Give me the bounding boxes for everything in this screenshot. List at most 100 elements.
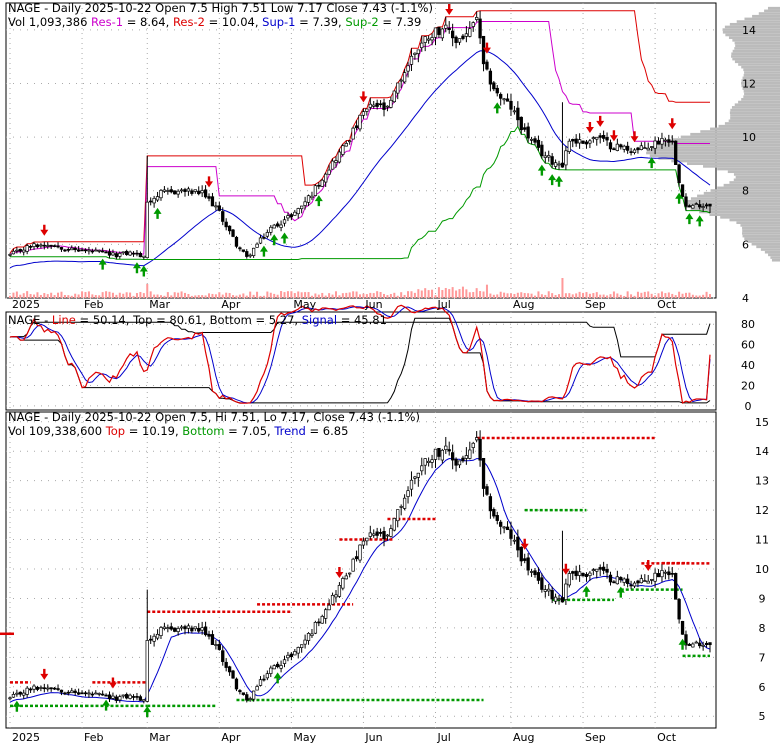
trend-candle-body bbox=[378, 532, 383, 534]
buy-arrow bbox=[695, 215, 704, 227]
price-candle-body bbox=[282, 219, 287, 224]
trend-candle-body bbox=[677, 599, 681, 620]
trend-candle-body bbox=[152, 635, 156, 642]
price-candle-body bbox=[107, 251, 112, 256]
trend-candle-body bbox=[577, 571, 582, 576]
price-candle-body bbox=[674, 140, 678, 166]
volume-bar bbox=[187, 294, 190, 298]
volume-profile-bar bbox=[722, 31, 780, 34]
trend-candle-body bbox=[354, 556, 359, 560]
price-candle-body bbox=[670, 140, 674, 143]
trend-candle-body bbox=[251, 690, 256, 700]
volume-bar bbox=[26, 291, 29, 298]
price-candle-body bbox=[306, 195, 311, 203]
price-candle-body bbox=[313, 185, 318, 196]
volume-profile-bar bbox=[671, 159, 780, 163]
volume-bar bbox=[314, 293, 317, 298]
volume-profile-bar bbox=[741, 65, 780, 69]
volume-bar bbox=[334, 291, 337, 298]
price-y-tick-label: 4 bbox=[742, 292, 749, 305]
volume-profile-bar bbox=[731, 55, 780, 58]
volume-bar bbox=[352, 291, 355, 298]
volume-bar bbox=[362, 293, 365, 298]
volume-bar bbox=[293, 293, 296, 298]
trend-candle-body bbox=[650, 579, 654, 581]
price-candle-body bbox=[622, 145, 626, 150]
price-candle-body bbox=[152, 197, 156, 204]
trend-candle-body bbox=[612, 581, 616, 584]
header-span: Top bbox=[132, 313, 152, 327]
price-candle-body bbox=[114, 253, 119, 258]
buy-arrow bbox=[314, 195, 323, 207]
volume-bar bbox=[413, 292, 416, 298]
trend-candle-body bbox=[76, 692, 81, 695]
volume-bar bbox=[111, 292, 114, 298]
header-span: NAGE - Daily 2025-10-22 Open 7.5, Hi 7.5… bbox=[8, 410, 420, 424]
header-span: = 5.27, bbox=[252, 313, 302, 327]
price-candle-body bbox=[615, 143, 620, 151]
trend-candle-body bbox=[674, 573, 678, 600]
x-axis-label-top: Feb bbox=[84, 298, 103, 311]
price-candle-body bbox=[653, 140, 657, 149]
trend-candle-body bbox=[241, 692, 245, 695]
price-candle-body bbox=[420, 42, 424, 49]
oscillator-header: NAGE - Line = 50.14, Top = 80.61, Bottom… bbox=[8, 313, 387, 327]
trend-buy-arrow bbox=[273, 672, 282, 684]
volume-profile-bar bbox=[742, 76, 780, 80]
trend-candle-body bbox=[608, 574, 613, 583]
price-candle-body bbox=[207, 196, 211, 199]
header-span: NAGE - bbox=[8, 313, 52, 327]
trend-candle-body bbox=[330, 594, 335, 605]
trend-line bbox=[9, 457, 711, 703]
volume-profile-bar bbox=[734, 47, 780, 50]
price-candle-body bbox=[382, 102, 386, 110]
trend-candle-body bbox=[625, 578, 630, 584]
volume-bar bbox=[458, 289, 461, 298]
trend-candle-body bbox=[327, 604, 331, 611]
trend-candle-body bbox=[667, 571, 671, 576]
volume-bar bbox=[506, 293, 509, 298]
volume-bar bbox=[612, 291, 615, 298]
volume-bar bbox=[129, 292, 132, 298]
trend-candle-body bbox=[39, 687, 43, 689]
header-span: Vol 1,093,386 bbox=[8, 15, 91, 29]
volume-bar bbox=[400, 292, 403, 298]
trend-buy-arrow bbox=[616, 586, 625, 598]
price-candle-body bbox=[87, 249, 91, 252]
volume-bar bbox=[660, 291, 663, 298]
trend-candle-body bbox=[221, 650, 225, 662]
trend-candle-body bbox=[310, 633, 314, 636]
volume-bar bbox=[465, 289, 468, 298]
volume-bar bbox=[616, 293, 619, 298]
price-candle-body bbox=[447, 27, 451, 30]
volume-bar bbox=[592, 293, 595, 298]
volume-bar bbox=[688, 292, 691, 298]
price-candle-body bbox=[437, 26, 441, 35]
price-candle-body bbox=[433, 27, 438, 38]
volume-bar bbox=[228, 293, 231, 298]
price-candle-body bbox=[121, 251, 125, 254]
trend-candle-body bbox=[224, 661, 228, 668]
volume-profile-bar bbox=[690, 208, 780, 211]
header-span: Vol 109,338,600 bbox=[8, 424, 106, 438]
oscillator-y-tick-label: 60 bbox=[741, 339, 755, 352]
volume-bar bbox=[156, 294, 159, 298]
trend-candle-body bbox=[636, 580, 640, 584]
volume-bar bbox=[640, 292, 643, 298]
volume-bar bbox=[139, 291, 142, 298]
header-span: = 10.04, bbox=[205, 15, 262, 29]
price-candle-body bbox=[698, 204, 702, 208]
volume-bar bbox=[57, 292, 60, 298]
price-candle-body bbox=[125, 250, 129, 255]
trend-candle-body bbox=[440, 449, 445, 461]
price-candle-body bbox=[440, 28, 445, 39]
sell-arrow bbox=[359, 91, 368, 103]
oscillator-y-tick-label: 80 bbox=[741, 318, 755, 331]
volume-profile-bar bbox=[727, 170, 780, 174]
trend-candle-body bbox=[468, 449, 472, 459]
volume-bar bbox=[561, 278, 564, 298]
trend-candle-body bbox=[701, 644, 705, 647]
trend-candle-body bbox=[680, 620, 685, 635]
volume-bar bbox=[698, 295, 701, 298]
trend-sell-arrow bbox=[108, 677, 117, 689]
